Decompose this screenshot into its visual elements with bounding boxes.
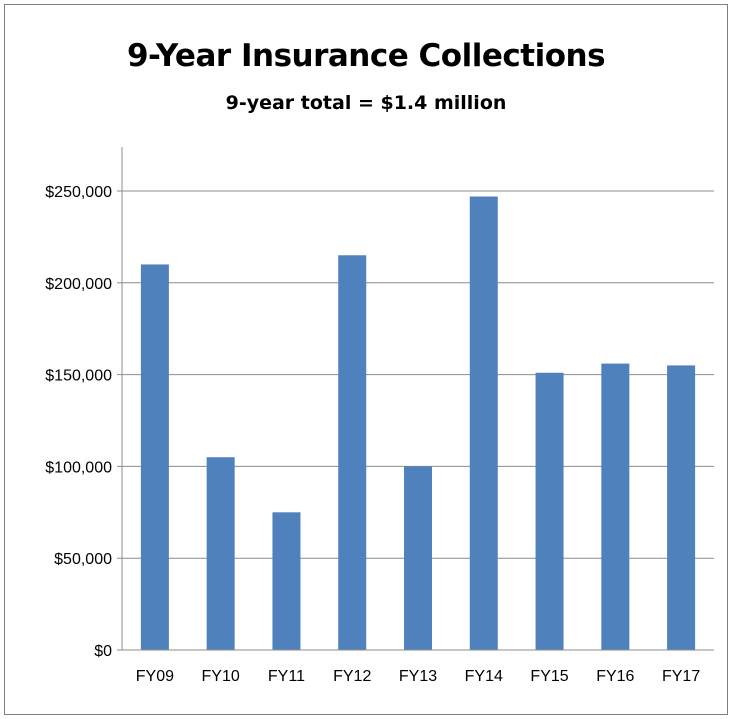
y-tick-label: $0	[94, 643, 112, 660]
bar-fy10	[206, 457, 235, 650]
x-tick-label: FY13	[399, 668, 437, 685]
bar-fy16	[601, 363, 630, 650]
y-tick-labels: $0 $50,000 $100,000 $150,000 $200,000 $250,00…	[45, 184, 112, 660]
x-tick-label: FY15	[530, 668, 568, 685]
x-tick-label: FY16	[596, 668, 634, 685]
axes	[117, 147, 714, 651]
x-tick-label: FY14	[465, 668, 503, 685]
x-tick-label: FY17	[662, 668, 700, 685]
y-tick-label: $150,000	[45, 368, 112, 385]
y-tick-label: $250,000	[45, 184, 112, 201]
x-tick-label: FY09	[136, 668, 174, 685]
y-tick-label: $50,000	[54, 551, 112, 568]
bar-fy14	[469, 196, 498, 650]
x-tick-label: FY11	[268, 668, 305, 685]
bar-fy12	[338, 255, 367, 650]
x-tick-label: FY12	[333, 668, 371, 685]
bar-fy09	[140, 264, 169, 650]
bars	[140, 196, 696, 650]
x-tick-labels: FY09 FY10 FY11 FY12 FY13 FY14 FY15 FY16 FY17	[136, 668, 701, 685]
bar-fy11	[272, 512, 301, 650]
chart-subtitle: 9-year total = $1.4 million	[225, 92, 507, 114]
bar-fy13	[404, 466, 432, 650]
bar-fy15	[535, 372, 564, 650]
y-tick-label: $200,000	[45, 276, 112, 293]
y-tick-label: $100,000	[45, 459, 112, 476]
chart-title: 9-Year Insurance Collections	[126, 38, 606, 74]
x-tick-label: FY10	[202, 668, 240, 685]
bar-fy17	[667, 365, 696, 650]
